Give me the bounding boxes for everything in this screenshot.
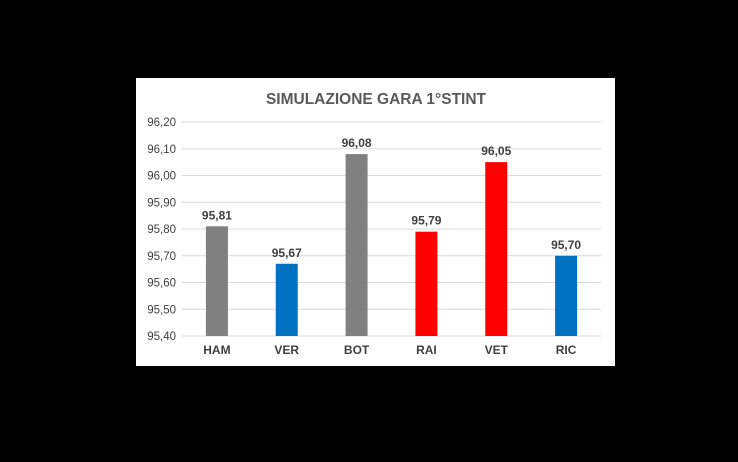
x-category-label: BOT [344, 343, 370, 357]
data-label: 96,05 [481, 144, 511, 158]
x-category-label: RAI [416, 343, 437, 357]
y-tick-label: 96,10 [147, 144, 176, 156]
y-tick-label: 95,70 [147, 251, 176, 263]
y-tick-label: 95,40 [147, 331, 176, 343]
chart-panel: SIMULAZIONE GARA 1°STINT 95,40 95,50 95,60… [136, 78, 615, 366]
data-label: 95,70 [551, 238, 581, 252]
data-label: 96,08 [342, 136, 372, 150]
bar-vet [485, 162, 508, 336]
y-tick-label: 96,00 [147, 171, 176, 183]
data-labels: 95,81 95,67 96,08 95,79 96,05 95,70 [202, 136, 582, 260]
y-tick-label: 96,20 [147, 117, 176, 129]
bar-ver [275, 263, 298, 336]
x-category-label: VER [274, 343, 299, 357]
x-category-label: RIC [556, 343, 577, 357]
bar-bot [345, 154, 368, 336]
chart-title: SIMULAZIONE GARA 1°STINT [266, 91, 487, 108]
x-category-label: VET [485, 343, 509, 357]
bar-rai [415, 231, 438, 336]
y-tick-label: 95,90 [147, 197, 176, 209]
x-axis-categories: HAM VER BOT RAI VET RIC [203, 343, 576, 357]
bars [205, 154, 578, 336]
gridlines [182, 121, 601, 337]
x-category-label: HAM [203, 343, 230, 357]
y-tick-label: 95,60 [147, 278, 176, 290]
bar-ric [555, 255, 578, 336]
data-label: 95,81 [202, 208, 232, 222]
y-tick-label: 95,80 [147, 224, 176, 236]
y-axis-ticks: 95,40 95,50 95,60 95,70 95,80 95,90 96,00 96,10… [147, 117, 176, 343]
bar-chart: SIMULAZIONE GARA 1°STINT 95,40 95,50 95,60… [147, 91, 601, 357]
bar-ham [205, 226, 228, 336]
data-label: 95,79 [411, 214, 441, 228]
y-tick-label: 95,50 [147, 304, 176, 316]
data-label: 95,67 [272, 246, 302, 260]
